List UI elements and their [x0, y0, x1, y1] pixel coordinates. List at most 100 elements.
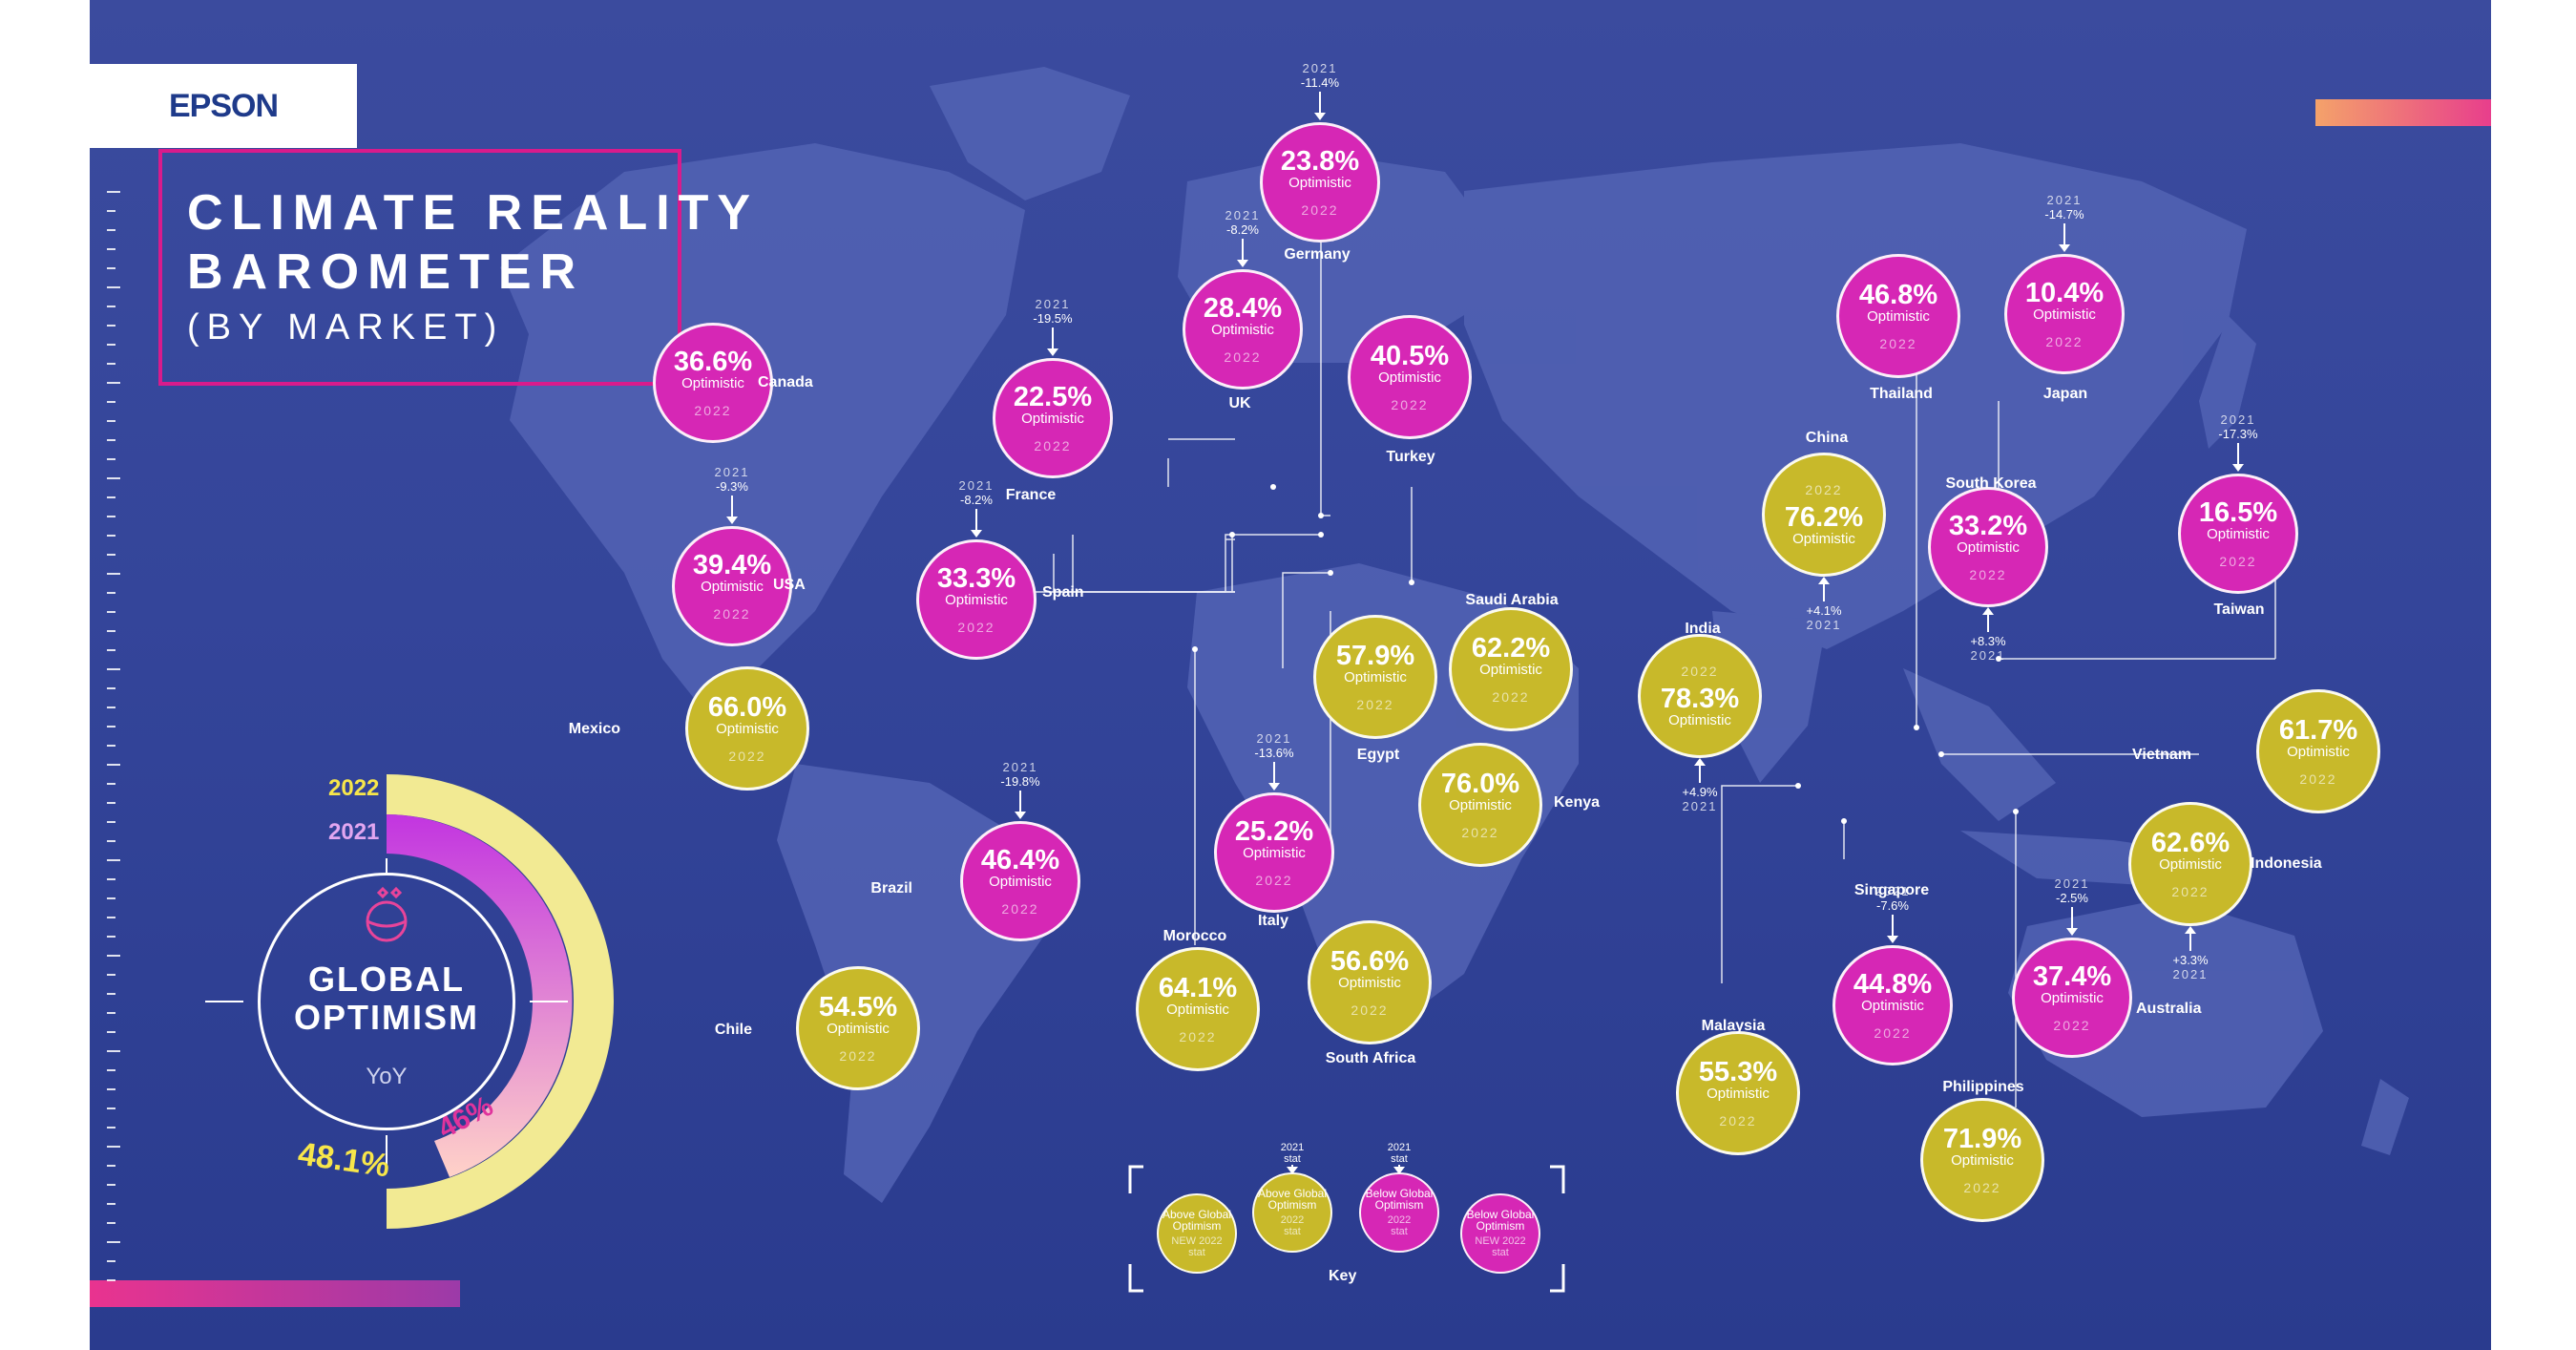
ruler-tick: [107, 592, 115, 594]
bubble-value: 66.0%: [707, 692, 787, 723]
market-bubble-vietnam: 61.7% Optimistic 2022: [2256, 689, 2380, 813]
ruler-tick: [107, 1241, 120, 1243]
market-label-morocco: Morocco: [1162, 928, 1227, 944]
bubble-value: 37.4%: [2032, 961, 2112, 992]
bubble-year: 2022: [1969, 567, 2007, 582]
market-stat-brazil: 2021 -19.8%: [1000, 760, 1040, 789]
ruler-tick: [107, 267, 115, 269]
bubble-year: 2022: [1681, 664, 1719, 679]
map-japan: [2199, 315, 2256, 449]
bubble-year: 2022: [957, 620, 995, 635]
bubble-value: 54.5%: [818, 992, 898, 1023]
bubble-year: 2022: [1879, 336, 1917, 351]
key-bubble-1: Above Global Optimism NEW 2022 stat: [1157, 1193, 1237, 1274]
ruler-tick: [107, 859, 120, 861]
map-new-zealand: [2361, 1079, 2409, 1155]
market-bubble-italy: 25.2% Optimistic 2022: [1214, 792, 1334, 913]
ruler-tick: [107, 344, 115, 346]
market-label-italy: Italy: [1257, 913, 1288, 929]
ruler-tick: [107, 477, 120, 479]
market-stat-france: 2021 -19.5%: [1033, 297, 1073, 326]
bubble-optimistic: Optimistic: [1243, 845, 1306, 861]
market-stat-usa: 2021 -9.3%: [714, 465, 750, 494]
ruler-tick: [107, 687, 115, 689]
bubble-value: 33.3%: [936, 563, 1016, 594]
ruler-tick: [107, 802, 115, 804]
stat-arrow: [971, 509, 982, 538]
bubble-optimistic: Optimistic: [1861, 998, 1924, 1014]
map-greenland: [930, 67, 1130, 200]
bubble-year: 2022: [713, 606, 751, 622]
bubble-year: 2022: [1351, 1002, 1389, 1018]
market-bubble-southkorea: 33.2% Optimistic 2022: [1928, 487, 2048, 607]
market-bubble-uk: 28.4% Optimistic 2022: [1183, 269, 1303, 390]
ruler-tick: [107, 1088, 115, 1090]
market-stat-australia: 2021 -2.5%: [2054, 876, 2090, 905]
market-bubble-france: 22.5% Optimistic 2022: [993, 358, 1113, 478]
ruler-tick: [107, 707, 115, 708]
bubble-optimistic: Optimistic: [1867, 308, 1930, 325]
ruler-tick: [107, 764, 120, 766]
market-bubble-mexico: 66.0% Optimistic 2022: [685, 666, 809, 791]
market-bubble-indonesia: 62.6% Optimistic 2022: [2128, 802, 2252, 926]
key-frame-corners: [1128, 1165, 1565, 1293]
stat-arrow: [2059, 223, 2070, 252]
bubble-optimistic: Optimistic: [1707, 1086, 1770, 1102]
ruler-tick: [107, 840, 115, 842]
key-stat-2: 2021 stat: [1280, 1142, 1305, 1165]
bubble-optimistic: Optimistic: [701, 579, 764, 595]
bubble-optimistic: Optimistic: [1211, 322, 1274, 338]
bubble-optimistic: Optimistic: [1166, 1002, 1229, 1018]
ruler-tick: [107, 1184, 115, 1186]
market-label-canada: Canada: [758, 374, 813, 390]
ruler-tick: [107, 745, 115, 747]
bubble-year: 2022: [2045, 334, 2084, 349]
market-label-france: France: [1005, 487, 1057, 503]
gauge-year-2022: 2022: [328, 775, 380, 801]
market-label-thailand: Thailand: [1870, 386, 1933, 402]
ruler-tick: [107, 248, 115, 250]
bubble-optimistic: Optimistic: [1792, 531, 1855, 547]
ruler-tick: [107, 1050, 120, 1052]
market-label-kenya: Kenya: [1554, 794, 1601, 811]
bubble-year: 2022: [1391, 397, 1429, 412]
accent-bar-bottom: [90, 1280, 460, 1307]
ruler-tick: [107, 1012, 115, 1014]
bubble-value: 33.2%: [1948, 511, 2028, 541]
key-arrow: [1287, 1165, 1298, 1174]
bubble-value: 61.7%: [2278, 715, 2358, 746]
bubble-year: 2022: [1461, 825, 1499, 840]
ruler-tick: [107, 325, 115, 327]
market-stat-germany: 2021 -11.4%: [1300, 61, 1340, 90]
key-bubble-4: Below Global Optimism NEW 2022 stat: [1460, 1193, 1540, 1274]
market-stat-spain: 2021 -8.2%: [958, 478, 995, 507]
page-subtitle: (BY MARKET): [187, 307, 505, 348]
ruler-tick: [107, 286, 120, 288]
stat-arrow: [1047, 327, 1058, 356]
market-label-southkorea: South Korea: [1945, 475, 2037, 492]
market-label-singapore: Singapore: [1853, 882, 1930, 898]
ruler-tick: [107, 1107, 115, 1109]
market-label-spain: Spain: [1042, 584, 1084, 601]
market-bubble-japan: 10.4% Optimistic 2022: [2004, 254, 2125, 374]
bubble-optimistic: Optimistic: [1378, 369, 1441, 386]
ruler-tick: [107, 1165, 115, 1167]
bubble-year: 2022: [2299, 771, 2337, 787]
bubble-year: 2022: [1301, 202, 1339, 218]
market-bubble-southafrica: 56.6% Optimistic 2022: [1308, 920, 1432, 1044]
bubble-year: 2022: [1224, 349, 1262, 365]
bubble-optimistic: Optimistic: [1344, 669, 1407, 686]
market-stat-india: +4.9% 2021: [1682, 785, 1718, 813]
ruler-tick: [107, 191, 120, 193]
bubble-optimistic: Optimistic: [1288, 175, 1351, 191]
market-label-usa: USA: [773, 577, 806, 593]
bubble-year: 2022: [694, 403, 732, 418]
bubble-year: 2022: [1963, 1180, 2001, 1195]
ruler-tick: [107, 420, 115, 422]
bubble-value: 25.2%: [1234, 816, 1314, 847]
bubble-year: 2022: [1719, 1113, 1757, 1129]
stat-arrow: [1818, 577, 1830, 601]
ruler-tick: [107, 382, 120, 384]
market-bubble-kenya: 76.0% Optimistic 2022: [1418, 743, 1542, 867]
stat-arrow: [1015, 791, 1026, 819]
